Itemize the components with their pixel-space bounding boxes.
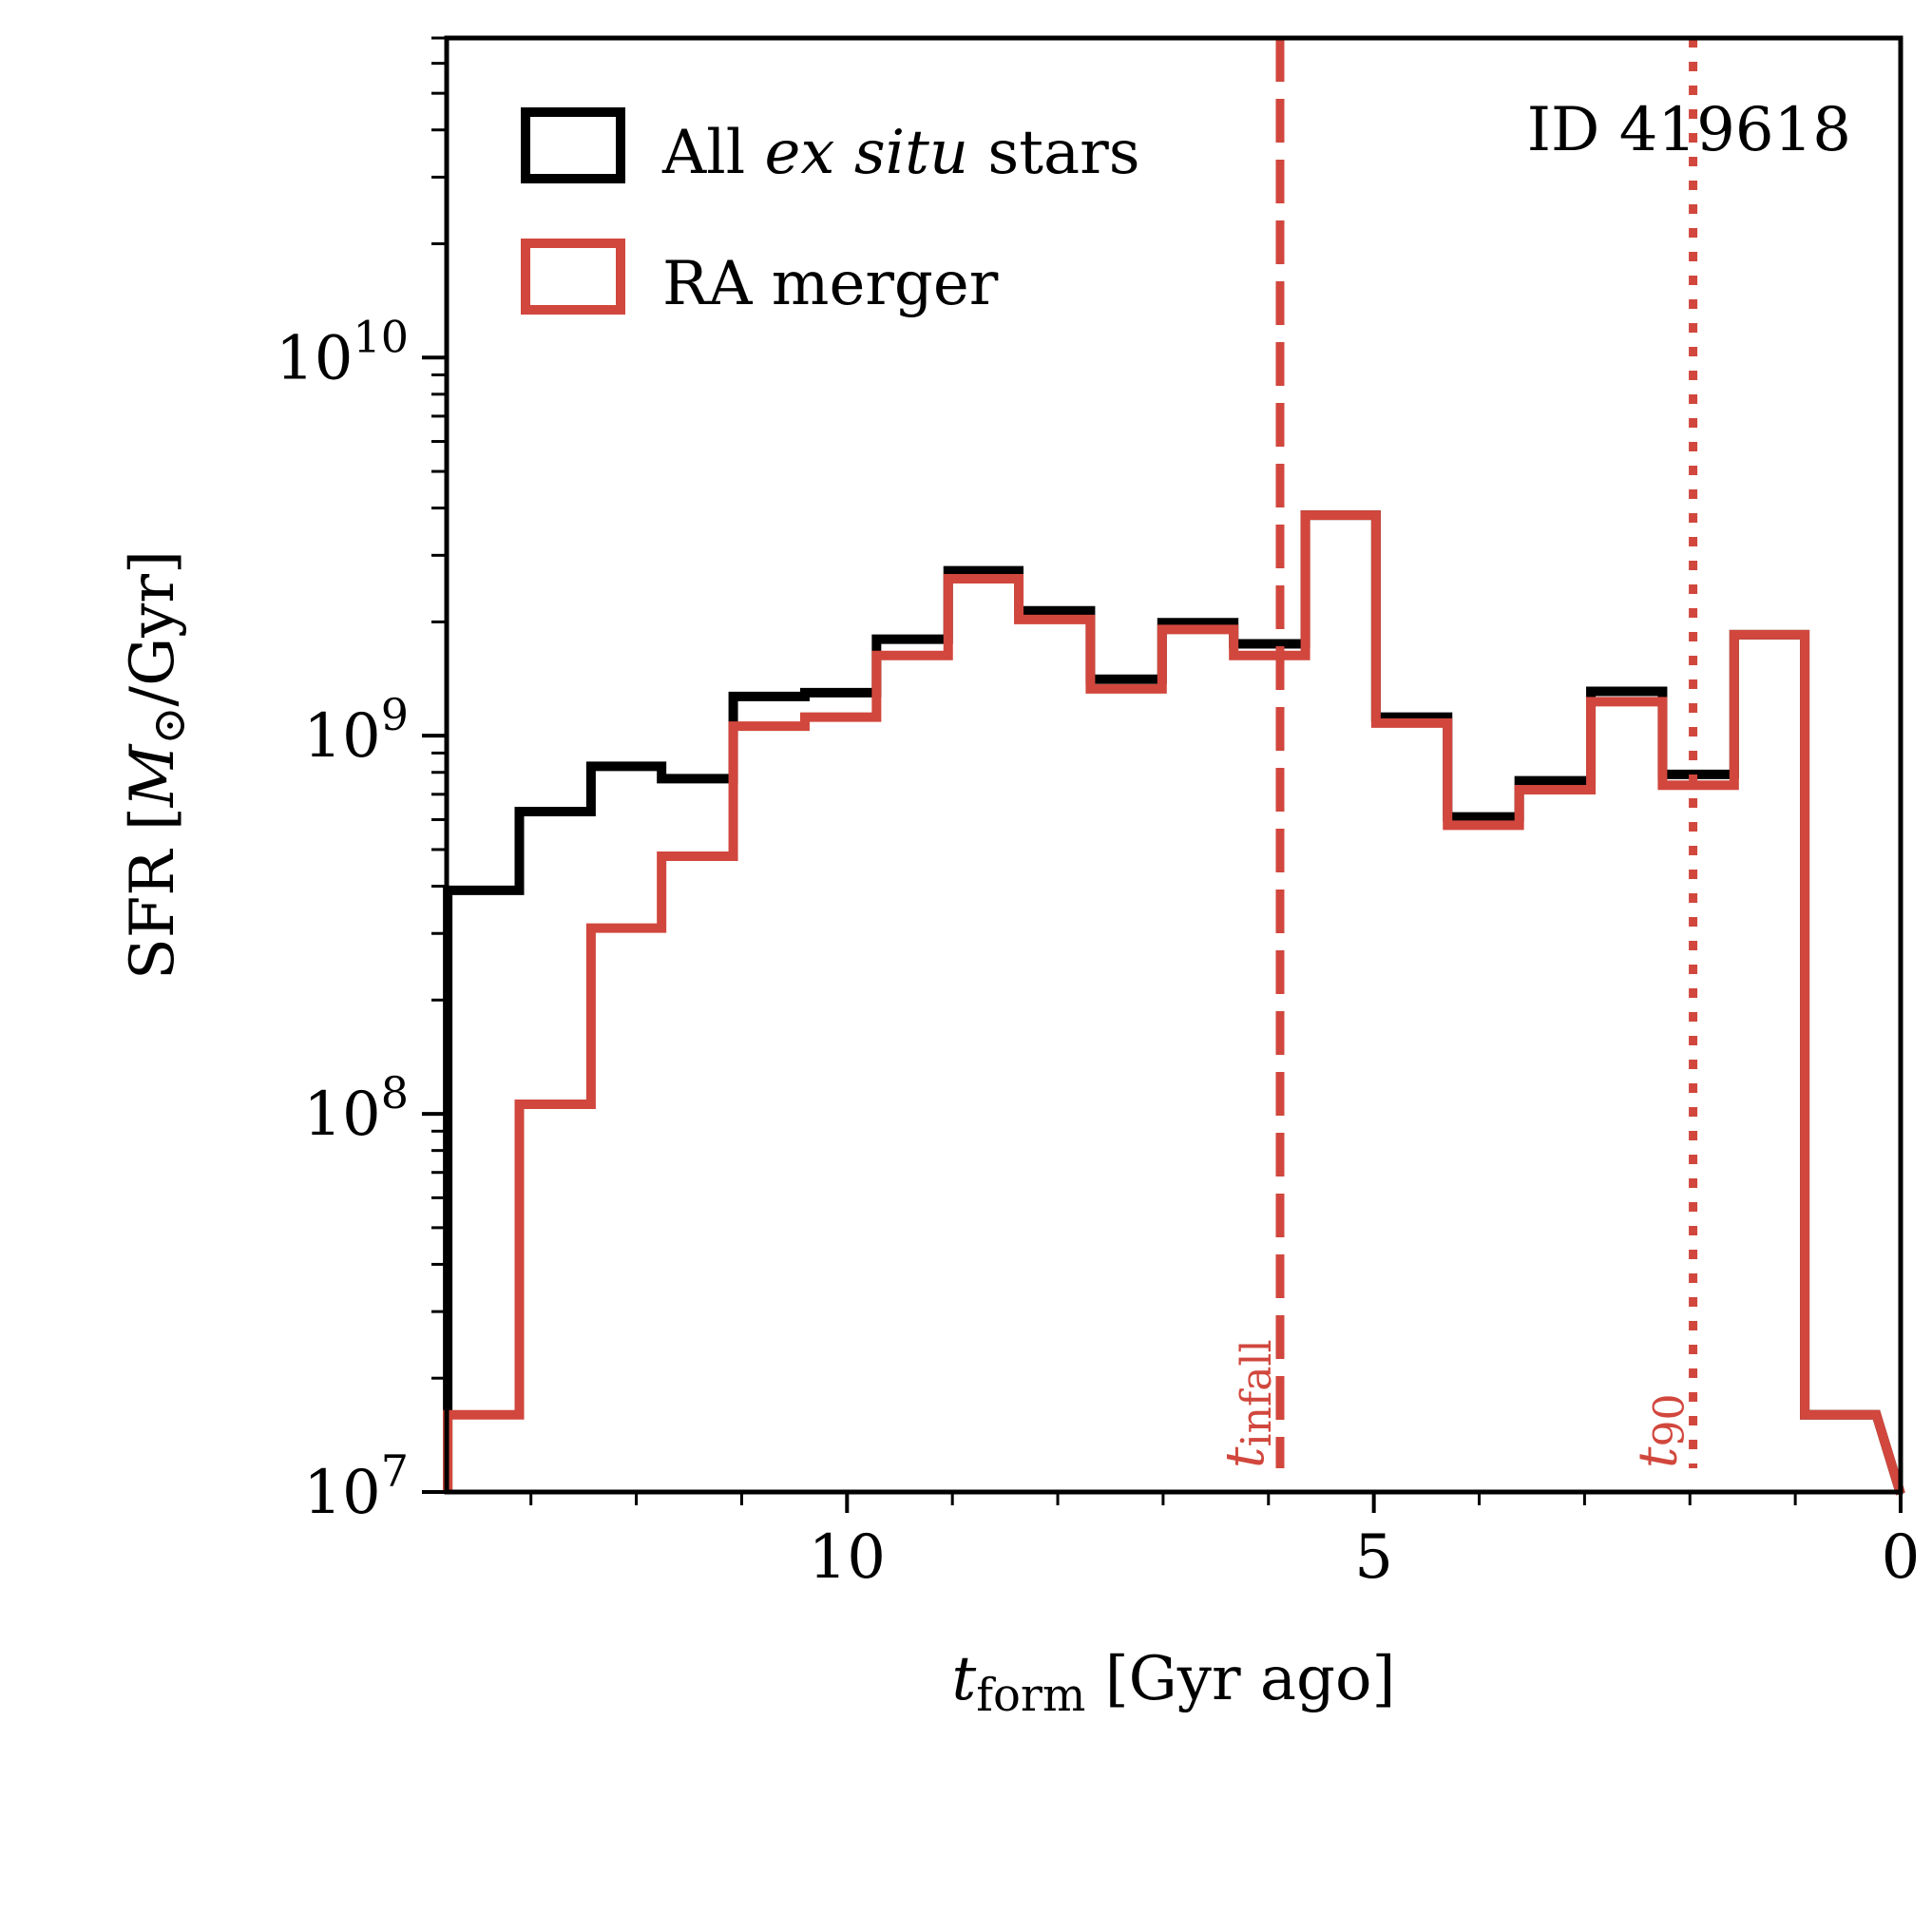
y-tick-label: 108 — [303, 1067, 409, 1150]
x-tick-label: 5 — [1354, 1522, 1393, 1593]
series-all-ex-situ-line — [443, 510, 1905, 1496]
x-axis-label: tform [Gyr ago] — [952, 1644, 1396, 1722]
y-axis-label: SFR [M⊙/Gyr] — [118, 550, 196, 980]
legend-swatch-all-ex-situ — [521, 107, 625, 183]
plot-frame — [444, 35, 1903, 1495]
y-tick-label: 109 — [303, 689, 409, 772]
vline-label-infall: tinfall — [1215, 1339, 1281, 1468]
y-tick-label: 1010 — [276, 311, 409, 393]
y-tick-label: 107 — [303, 1445, 409, 1528]
galaxy-id-annotation: ID 419618 — [1527, 95, 1851, 165]
vline-label-t90: t90 — [1628, 1393, 1694, 1468]
legend-label-all-ex-situ: All ex situ stars — [661, 118, 1140, 188]
series-ra-merger-line — [443, 510, 1905, 1496]
legend-swatch-ra-merger — [521, 239, 625, 315]
x-tick-label: 0 — [1882, 1522, 1921, 1593]
x-tick-label: 10 — [809, 1522, 886, 1593]
legend-label-ra-merger: RA merger — [662, 249, 999, 319]
